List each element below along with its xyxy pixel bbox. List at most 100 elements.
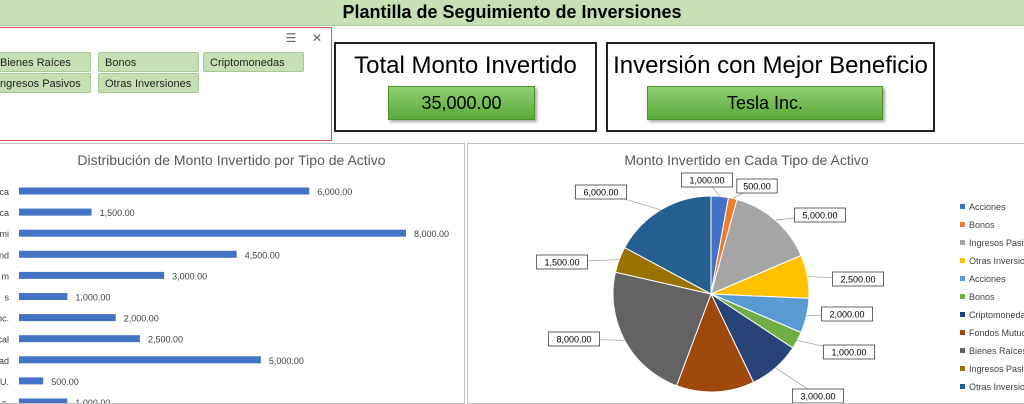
legend-swatch [960, 240, 965, 245]
bar-value-label: 3,000.00 [172, 271, 207, 281]
bar [19, 187, 310, 195]
pie-label-box [791, 388, 844, 403]
pie-value-label: 1,500.00 [544, 258, 579, 268]
legend-label: Acciones [969, 274, 1006, 284]
bar [19, 293, 68, 300]
bar-category-label: ca [0, 187, 9, 197]
pie-chart-title: Monto Invertido en Cada Tipo de Activo [624, 152, 869, 168]
pie-chart: 1,000.00 500.00 5,000.00 2,500.00 2,000.00 1,… [536, 172, 1024, 403]
pie-value-label: 500.00 [743, 182, 771, 192]
legend-label: Otras Inversiones [969, 256, 1024, 266]
legend-swatch [960, 384, 965, 389]
pie-label-box [820, 306, 873, 322]
pie-label-box [822, 344, 875, 360]
legend-label: Ingresos Pasivos [969, 238, 1024, 248]
legend-label: Criptomonedas [969, 310, 1024, 320]
bar-value-label: 8,000.00 [414, 229, 449, 239]
legend-swatch [960, 330, 965, 335]
legend-swatch [960, 204, 965, 209]
pie-value-label: 5,000.00 [802, 211, 837, 221]
bar [19, 229, 406, 237]
pie-label-box [536, 254, 589, 270]
sheet-title-bar: Plantilla de Seguimiento de Inversiones [0, 0, 1024, 26]
kpi-best-value: Tesla Inc. [647, 86, 883, 120]
bar [19, 398, 68, 403]
pie-slice [612, 271, 712, 387]
kpi-total-value: 35,000.00 [388, 86, 535, 120]
pie-label-box [680, 172, 733, 188]
slicer-item-bienes-raices[interactable]: Bienes Raíces [0, 52, 91, 72]
slicer-toolbar: ☰ ✕ [283, 30, 325, 46]
legend-label: Acciones [969, 202, 1006, 212]
bar-value-label: 6,000.00 [317, 187, 352, 197]
legend-swatch [960, 312, 965, 317]
pie-chart-panel[interactable]: Monto Invertido en Cada Tipo de Activo 1… [467, 143, 1024, 404]
legend-label: Bonos [969, 292, 995, 302]
clear-filter-icon[interactable]: ✕ [311, 31, 323, 45]
bar-value-label: 5,000.00 [269, 356, 304, 366]
pie-value-label: 1,000.00 [831, 348, 866, 358]
bar-category-label: ad [0, 356, 9, 366]
bar-category-label: nc. [0, 314, 9, 324]
bar-value-label: 4,500.00 [245, 250, 280, 260]
legend-swatch [960, 348, 965, 353]
bar [19, 271, 165, 279]
bar-category-label: mi [0, 229, 9, 239]
bar-value-label: 2,500.00 [148, 335, 183, 345]
bar-chart: 6,000.00 ca 1,500.00 ca 8,000.00 mi 4,500.00 nd… [0, 187, 449, 404]
bar-chart-title: Distribución de Monto Invertido por Tipo… [77, 152, 386, 168]
pie-label-box [736, 178, 778, 194]
slicer-item-bonos[interactable]: Bonos [98, 52, 199, 72]
bar [19, 208, 92, 216]
pie-slice [624, 195, 712, 295]
bar-category-label: cal [0, 335, 9, 345]
legend-swatch [960, 258, 965, 263]
legend-swatch [960, 222, 965, 227]
bar-category-label: ca [0, 208, 9, 218]
bar-value-label: 500.00 [51, 377, 79, 387]
pie-value-label: 2,500.00 [840, 275, 875, 285]
kpi-best-label: Inversión con Mejor Beneficio [613, 52, 928, 79]
pie-label-box [575, 184, 628, 200]
slicer-item-ingresos-pasivos[interactable]: ngresos Pasivos [0, 73, 91, 93]
kpi-total-invested: Total Monto Invertido 35,000.00 [334, 42, 597, 132]
kpi-total-label: Total Monto Invertido [354, 52, 577, 79]
pie-label-box [548, 331, 601, 347]
kpi-best-investment: Inversión con Mejor Beneficio Tesla Inc. [606, 42, 935, 132]
legend-label: Bienes Raíces [969, 346, 1024, 356]
pie-value-label: 1,000.00 [689, 176, 724, 186]
bar [19, 356, 261, 364]
bar [19, 377, 44, 385]
slicer-item-otras-inversiones[interactable]: Otras Inversiones [98, 73, 199, 93]
legend-label: Otras Inversiones [969, 382, 1024, 392]
slicer-item-criptomonedas[interactable]: Criptomonedas [203, 52, 304, 72]
pie-value-label: 3,000.00 [800, 392, 835, 402]
bar-value-label: 2,000.00 [124, 314, 159, 324]
pie-value-label: 6,000.00 [583, 188, 618, 198]
bar [19, 335, 140, 343]
pie-slice [675, 292, 755, 393]
pie-value-label: 2,000.00 [829, 310, 864, 320]
bar-chart-panel[interactable]: Distribución de Monto Invertido por Tipo… [0, 143, 465, 404]
bar [19, 250, 237, 258]
legend-label: Fondos Mutuos [969, 328, 1024, 338]
asset-type-slicer[interactable]: ☰ ✕ Bienes Raíces Bonos Criptomonedas ng… [0, 27, 332, 141]
bar-value-label: 1,000.00 [75, 398, 110, 404]
legend-swatch [960, 294, 965, 299]
bar-value-label: 1,500.00 [100, 208, 135, 218]
bar-value-label: 1,000.00 [75, 293, 110, 303]
sheet-title: Plantilla de Seguimiento de Inversiones [342, 2, 682, 22]
pie-label-box [793, 207, 846, 223]
bar-category-label: c. [2, 398, 9, 404]
legend-label: Ingresos Pasivos [969, 364, 1024, 374]
pie-slice [710, 198, 802, 295]
pie-label-box [831, 271, 884, 287]
bar-category-label: U. [0, 377, 9, 387]
legend-label: Bonos [969, 220, 995, 230]
multi-select-icon[interactable]: ☰ [285, 31, 297, 45]
bar [19, 314, 116, 322]
bar-category-label: nd [0, 250, 9, 260]
bar-category-label: m [2, 271, 10, 281]
legend-swatch [960, 366, 965, 371]
bar-category-label: s [5, 293, 10, 303]
